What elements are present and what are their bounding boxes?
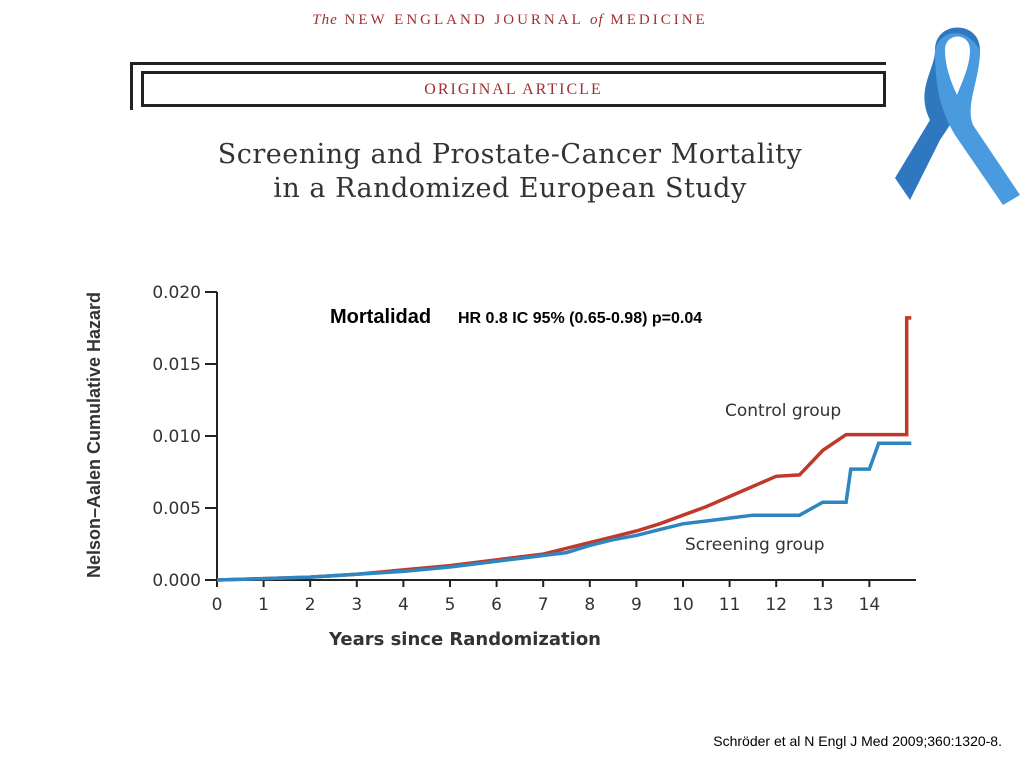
y-tick-label: 0.000 xyxy=(152,571,201,591)
x-tick-label: 12 xyxy=(765,595,787,615)
x-tick-label: 4 xyxy=(398,595,409,615)
x-tick-label: 5 xyxy=(445,595,456,615)
x-tick-label: 14 xyxy=(859,595,881,615)
citation: Schröder et al N Engl J Med 2009;360:132… xyxy=(713,733,1002,749)
series-line-screening xyxy=(216,441,912,582)
y-tick-label: 0.020 xyxy=(152,283,201,303)
x-tick-label: 3 xyxy=(351,595,362,615)
journal-pre: The xyxy=(312,12,338,28)
x-tick-label: 9 xyxy=(631,595,642,615)
x-tick-label: 8 xyxy=(584,595,595,615)
article-title: Screening and Prostate-Cancer Mortality … xyxy=(120,138,900,206)
x-tick-label: 7 xyxy=(538,595,549,615)
y-tick-label: 0.015 xyxy=(152,355,201,375)
y-axis-label: Nelson–Aalen Cumulative Hazard xyxy=(84,292,104,578)
x-tick-label: 6 xyxy=(491,595,502,615)
article-title-line-1: Screening and Prostate-Cancer Mortality xyxy=(217,139,803,170)
article-title-line-2: in a Randomized European Study xyxy=(273,173,747,204)
journal-post: MEDICINE xyxy=(610,12,708,28)
journal-main: NEW ENGLAND JOURNAL xyxy=(344,12,584,28)
x-tick-label: 2 xyxy=(305,595,316,615)
journal-of: of xyxy=(589,12,604,28)
x-tick-label: 0 xyxy=(212,595,223,615)
x-tick-label: 11 xyxy=(719,595,741,615)
y-tick-label: 0.010 xyxy=(152,427,201,447)
journal-masthead: The NEW ENGLAND JOURNAL of MEDICINE xyxy=(190,12,830,29)
x-axis-label: Years since Randomization xyxy=(328,629,601,650)
awareness-ribbon-icon xyxy=(895,27,1020,205)
chart-annotation-stats: HR 0.8 IC 95% (0.65-0.98) p=0.04 xyxy=(458,310,702,327)
x-tick-label: 13 xyxy=(812,595,834,615)
y-tick-label: 0.005 xyxy=(152,499,201,519)
article-type-frame: ORIGINAL ARTICLE xyxy=(130,62,886,110)
chart-annotation-main: Mortalidad xyxy=(330,306,431,328)
x-tick-label: 10 xyxy=(672,595,694,615)
legend-screening-group: Screening group xyxy=(685,535,825,555)
legend-control-group: Control group xyxy=(725,401,841,421)
article-type-box: ORIGINAL ARTICLE xyxy=(141,71,886,107)
article-type-label: ORIGINAL ARTICLE xyxy=(424,81,603,98)
x-tick-label: 1 xyxy=(258,595,269,615)
